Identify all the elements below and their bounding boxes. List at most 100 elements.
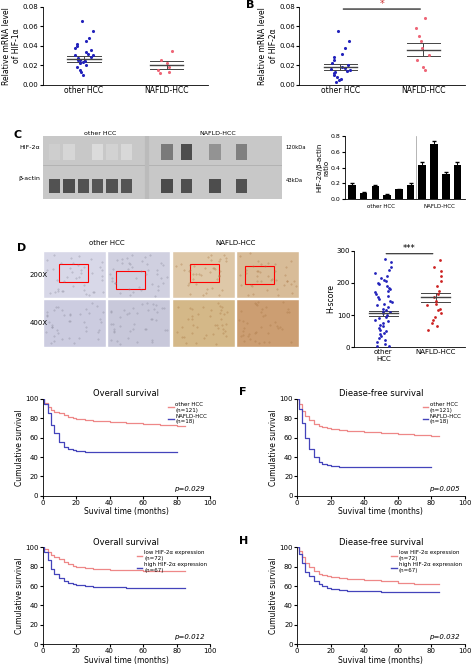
Point bbox=[379, 307, 386, 318]
FancyBboxPatch shape bbox=[181, 144, 192, 160]
Point bbox=[424, 324, 432, 335]
Text: p=0.005: p=0.005 bbox=[429, 486, 459, 492]
FancyBboxPatch shape bbox=[92, 179, 103, 193]
Point bbox=[383, 311, 390, 322]
Text: NAFLD-HCC: NAFLD-HCC bbox=[199, 131, 236, 136]
Title: Overall survival: Overall survival bbox=[93, 389, 159, 398]
Point bbox=[386, 284, 394, 295]
Point bbox=[330, 55, 337, 66]
Point bbox=[374, 277, 381, 288]
Point bbox=[388, 297, 396, 307]
FancyBboxPatch shape bbox=[161, 144, 173, 160]
FancyBboxPatch shape bbox=[121, 179, 132, 193]
Text: *: * bbox=[379, 0, 384, 9]
Point bbox=[76, 64, 84, 75]
Point bbox=[421, 13, 429, 23]
Point bbox=[375, 279, 383, 290]
Point bbox=[371, 268, 378, 278]
Point bbox=[380, 308, 387, 319]
Point bbox=[387, 256, 394, 267]
Point bbox=[335, 74, 343, 85]
Point bbox=[380, 321, 387, 331]
Point bbox=[73, 40, 81, 51]
Legend: other HCC
(n=121), NAFLD-HCC
(n=18): other HCC (n=121), NAFLD-HCC (n=18) bbox=[423, 402, 462, 425]
Bar bbox=[419, 164, 426, 199]
Point bbox=[74, 54, 82, 64]
Point bbox=[382, 339, 389, 350]
Text: NAFLD-HCC: NAFLD-HCC bbox=[215, 240, 255, 246]
Point bbox=[415, 31, 423, 42]
Point bbox=[85, 33, 92, 44]
Point bbox=[413, 55, 421, 66]
Point bbox=[430, 292, 438, 303]
Point bbox=[379, 303, 387, 314]
Text: other HCC: other HCC bbox=[367, 203, 395, 209]
Point bbox=[432, 299, 439, 309]
Point bbox=[79, 57, 86, 68]
Text: B: B bbox=[246, 1, 255, 11]
Point bbox=[373, 341, 381, 352]
Point bbox=[330, 68, 338, 79]
Text: other HCC: other HCC bbox=[89, 240, 125, 246]
Bar bbox=[108, 251, 171, 299]
Point bbox=[434, 280, 441, 291]
Y-axis label: Cumulative survival: Cumulative survival bbox=[269, 558, 278, 634]
Legend: low HIF-2α expression
(n=72), high HIF-2α expression
(n=67): low HIF-2α expression (n=72), high HIF-2… bbox=[137, 550, 207, 573]
Bar bbox=[348, 185, 356, 199]
Point bbox=[375, 313, 383, 323]
Legend: low HIF-2α expression
(n=72), high HIF-2α expression
(n=67): low HIF-2α expression (n=72), high HIF-2… bbox=[392, 550, 462, 573]
Point bbox=[371, 287, 378, 298]
Text: 120kDa: 120kDa bbox=[286, 144, 306, 150]
Text: D: D bbox=[17, 243, 26, 253]
Point bbox=[436, 303, 443, 314]
Text: HIF-2α: HIF-2α bbox=[19, 145, 40, 150]
Point bbox=[421, 64, 429, 75]
Point bbox=[334, 25, 342, 36]
Point bbox=[419, 62, 427, 72]
Point bbox=[381, 253, 389, 264]
Point bbox=[346, 36, 353, 46]
Point bbox=[81, 56, 88, 66]
Y-axis label: Cumulative survival: Cumulative survival bbox=[15, 558, 24, 634]
FancyBboxPatch shape bbox=[63, 179, 75, 193]
Point bbox=[338, 62, 346, 72]
Point bbox=[169, 45, 176, 56]
Point bbox=[89, 25, 97, 36]
Point bbox=[154, 64, 162, 75]
Point bbox=[337, 74, 345, 85]
Point bbox=[78, 16, 85, 27]
Point bbox=[82, 36, 90, 46]
Point bbox=[72, 42, 79, 53]
Point bbox=[87, 52, 94, 63]
Point bbox=[385, 282, 392, 293]
Point bbox=[376, 319, 384, 330]
Point bbox=[383, 271, 391, 282]
Text: p=0.029: p=0.029 bbox=[174, 486, 205, 492]
Text: 43kDa: 43kDa bbox=[286, 178, 302, 183]
Text: β-actin: β-actin bbox=[18, 176, 40, 181]
Text: other HCC: other HCC bbox=[84, 131, 116, 136]
Point bbox=[380, 274, 387, 285]
Y-axis label: Cumulative survival: Cumulative survival bbox=[15, 409, 24, 486]
FancyBboxPatch shape bbox=[236, 179, 247, 193]
Point bbox=[165, 62, 173, 72]
Point bbox=[387, 261, 394, 272]
Point bbox=[381, 335, 389, 346]
Text: p=0.032: p=0.032 bbox=[429, 634, 459, 640]
Point bbox=[428, 318, 436, 329]
Text: p=0.012: p=0.012 bbox=[174, 634, 205, 640]
Point bbox=[74, 55, 82, 66]
Point bbox=[330, 52, 337, 63]
FancyBboxPatch shape bbox=[209, 144, 221, 160]
Bar bbox=[236, 251, 299, 299]
Y-axis label: Relative mRNA level
of HIF-1α: Relative mRNA level of HIF-1α bbox=[2, 7, 21, 85]
Point bbox=[328, 58, 336, 68]
FancyBboxPatch shape bbox=[209, 179, 221, 193]
Bar bbox=[236, 299, 299, 347]
Point bbox=[437, 308, 445, 319]
Point bbox=[346, 64, 354, 75]
Point bbox=[425, 50, 433, 61]
Point bbox=[383, 280, 391, 291]
Point bbox=[412, 23, 420, 34]
Point bbox=[331, 66, 338, 77]
